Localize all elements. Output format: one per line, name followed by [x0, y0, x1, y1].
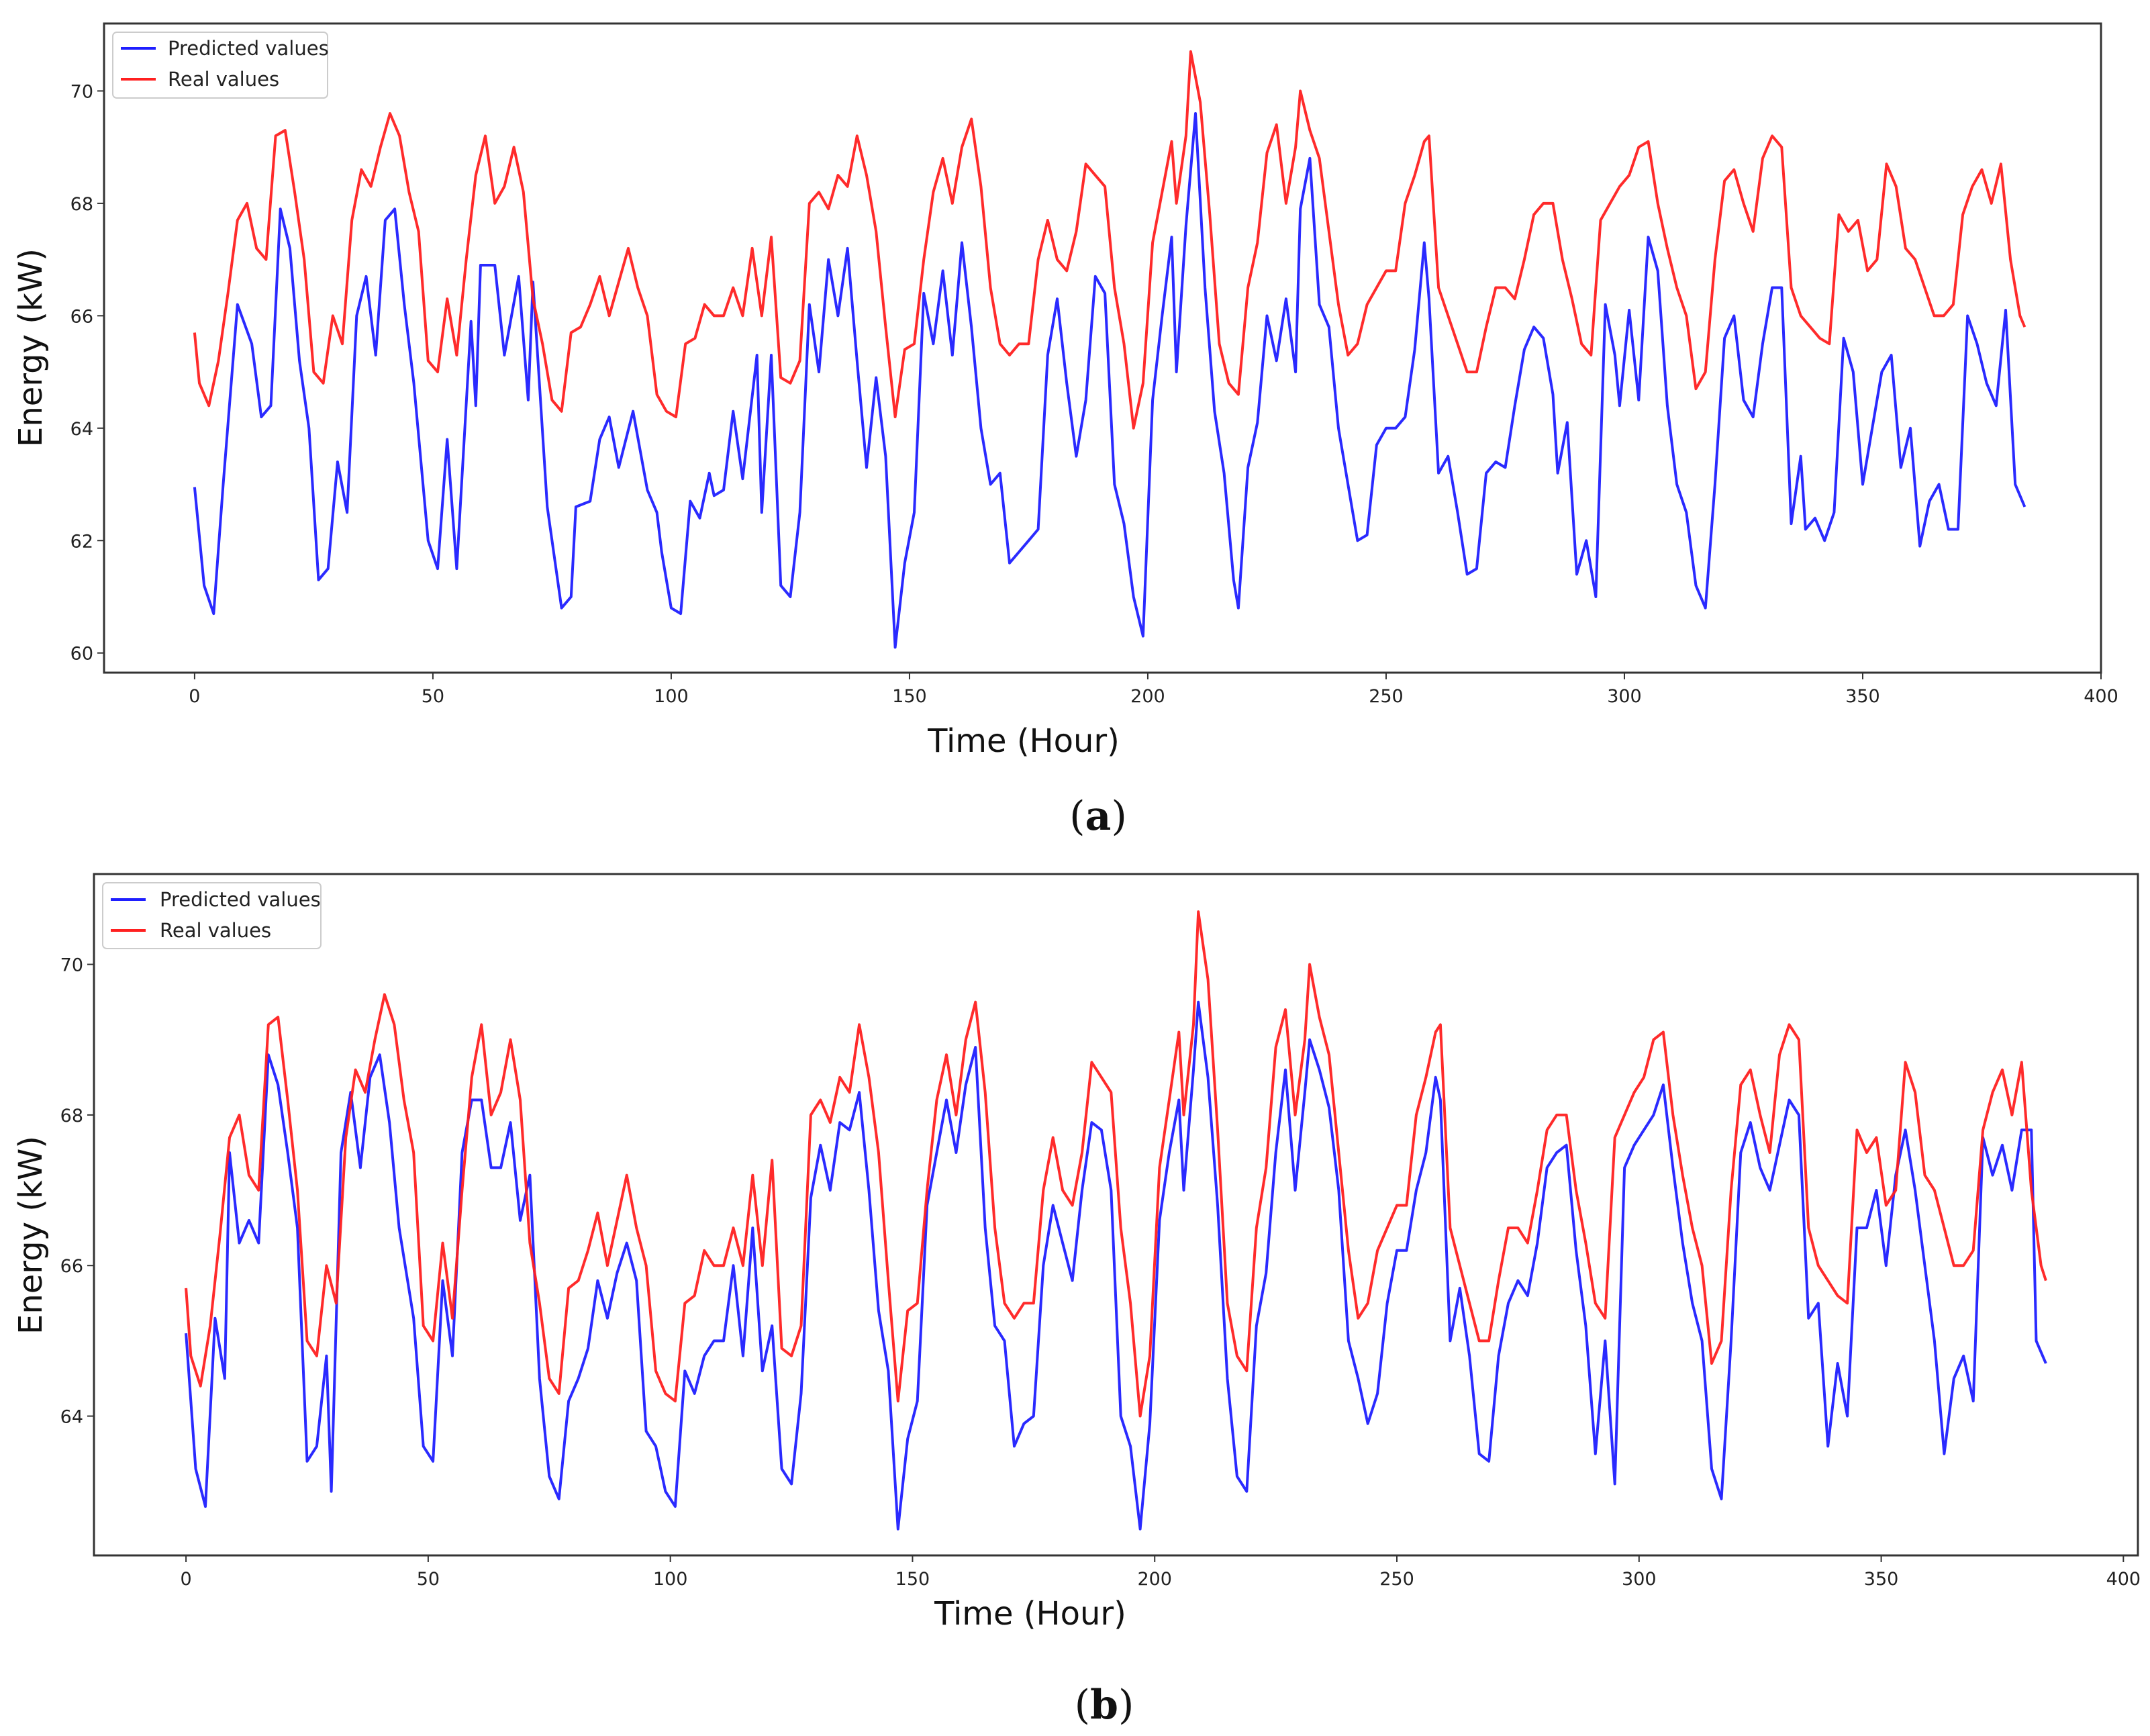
panel-label-letter: b — [1090, 1682, 1118, 1729]
x-tick-label: 200 — [1130, 686, 1165, 707]
chart-panel-b: 0 50 100 150 200 250 300 350 400 64 66 68 70 Predic… — [12, 873, 2141, 1729]
x-tick-label: 400 — [2084, 686, 2118, 707]
x-tick-label: 150 — [892, 686, 927, 707]
x-axis-label: Time (Hour) — [927, 722, 1120, 760]
y-tick-label: 70 — [70, 81, 93, 102]
x-tick-label: 250 — [1369, 686, 1404, 707]
legend-box — [112, 32, 328, 99]
plot-frame — [93, 873, 2139, 1557]
predicted-values-line — [193, 112, 2026, 649]
x-tick-label: 300 — [1622, 1569, 1657, 1590]
y-tick-label: 62 — [70, 531, 93, 552]
legend-real-label: Real values — [168, 68, 279, 91]
legend-predicted-label: Predicted values — [168, 37, 329, 60]
y-tick-label: 68 — [60, 1106, 83, 1126]
x-tick-label: 350 — [1864, 1569, 1899, 1590]
legend-real-label: Real values — [160, 919, 271, 942]
series-layer — [185, 910, 2047, 1531]
legend: Predicted values Real values — [112, 32, 329, 99]
y-axis-label: Energy (kW) — [12, 248, 50, 447]
x-tick-label: 200 — [1137, 1569, 1172, 1590]
predicted-values-line — [185, 1000, 2047, 1531]
legend-box — [102, 882, 322, 949]
y-tick-label: 68 — [70, 194, 93, 215]
y-tick-label: 64 — [60, 1407, 83, 1428]
legend: Predicted values Real values — [102, 882, 322, 949]
x-tick-label: 100 — [653, 1569, 688, 1590]
x-tick-label: 50 — [422, 686, 444, 707]
panel-label-b: (b) — [1075, 1682, 1134, 1729]
x-axis-ticks: 0 50 100 150 200 250 300 350 400 — [189, 673, 2118, 707]
x-tick-label: 400 — [2106, 1569, 2141, 1590]
x-axis-ticks: 0 50 100 150 200 250 300 350 400 — [181, 1555, 2141, 1590]
x-tick-label: 0 — [189, 686, 200, 707]
y-axis-ticks: 64 66 68 70 — [60, 955, 94, 1428]
panel-label-open-paren: ( — [1075, 1682, 1090, 1729]
x-tick-label: 350 — [1845, 686, 1880, 707]
real-values-line — [193, 50, 2026, 430]
x-tick-label: 50 — [417, 1569, 440, 1590]
x-axis-label: Time (Hour) — [934, 1595, 1126, 1633]
y-tick-label: 66 — [70, 306, 93, 327]
panel-label-letter: a — [1085, 793, 1112, 840]
series-layer — [193, 50, 2026, 649]
panel-label-close-paren: ) — [1111, 793, 1126, 840]
y-tick-label: 60 — [70, 644, 93, 665]
plot-frame — [103, 22, 2102, 674]
y-axis-label: Energy (kW) — [12, 1136, 50, 1335]
y-tick-label: 66 — [60, 1256, 83, 1277]
panel-label-close-paren: ) — [1118, 1682, 1134, 1729]
y-tick-label: 64 — [70, 419, 93, 440]
chart-panel-a: 0 50 100 150 200 250 300 350 400 60 62 64 66 68 70 Pr… — [12, 22, 2118, 840]
x-tick-label: 0 — [181, 1569, 192, 1590]
y-tick-label: 70 — [60, 955, 83, 976]
panel-label-open-paren: ( — [1069, 793, 1085, 840]
x-tick-label: 100 — [654, 686, 689, 707]
x-tick-label: 300 — [1607, 686, 1642, 707]
panel-label-a: (a) — [1069, 793, 1127, 840]
legend-predicted-label: Predicted values — [160, 888, 321, 911]
y-axis-ticks: 60 62 64 66 68 70 — [70, 81, 104, 665]
real-values-line — [185, 910, 2047, 1418]
x-tick-label: 250 — [1379, 1569, 1414, 1590]
x-tick-label: 150 — [895, 1569, 930, 1590]
